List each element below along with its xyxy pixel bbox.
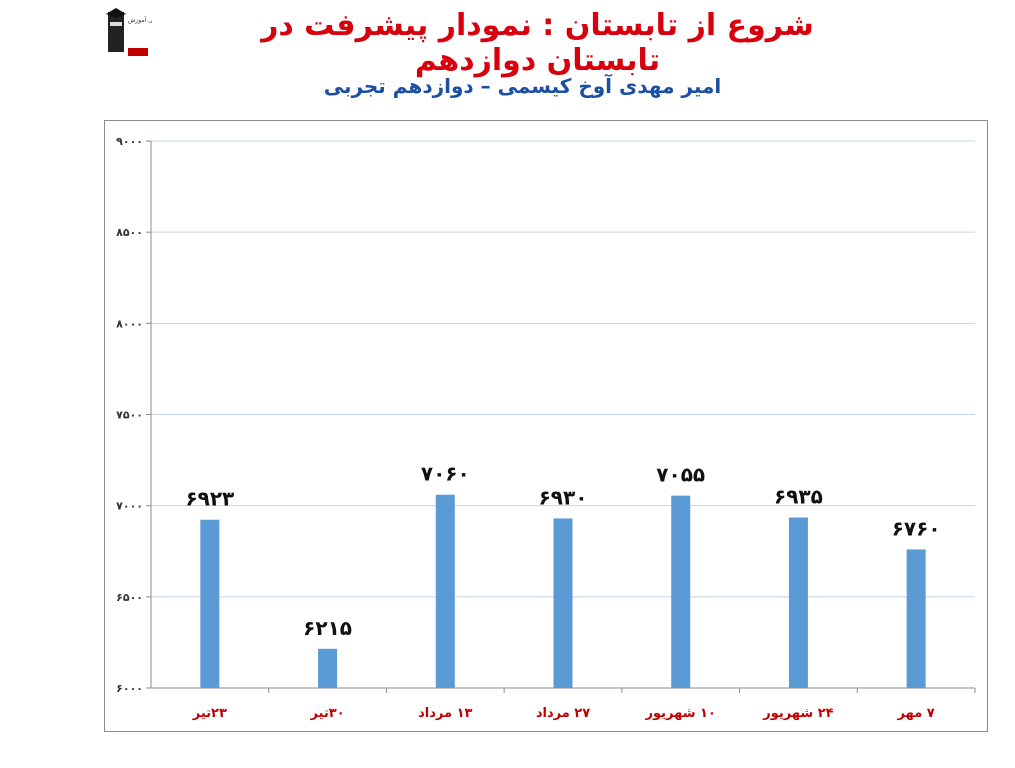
y-tick-label: ۶۵۰۰ — [116, 591, 143, 604]
category-label: ۷ مهر — [897, 706, 935, 721]
bar — [318, 648, 338, 688]
category-label: ۱۳ مرداد — [418, 706, 472, 721]
chart-frame: ۶۰۰۰ ۶۵۰۰ ۷۰۰۰ ۷۵۰۰ ۸۰۰۰ ۸۵۰۰ ۹۰۰۰ ۶۹۲۳ ۶۲۱۵ ۷۰۶… — [104, 120, 988, 732]
page-title: شروع از تابستان : نمودار پیشرفت در تابست… — [261, 8, 814, 78]
category-labels: ۲۳تیر ۳۰تیر ۱۳ مرداد ۲۷ مرداد ۱۰ شهریور ۲۴ شه… — [192, 688, 976, 721]
y-tick-label: ۸۵۰۰ — [116, 226, 143, 239]
logo-text: کانون فرهنگی آموزش — [128, 15, 152, 24]
category-label: ۲۳تیر — [192, 706, 227, 721]
y-tick-label: ۷۰۰۰ — [116, 500, 143, 513]
bar — [906, 549, 926, 688]
bar — [671, 495, 691, 688]
bar-value-label: ۶۲۱۵ — [303, 616, 352, 640]
bar — [788, 517, 808, 688]
bar-value-label: ۷۰۵۵ — [656, 463, 705, 487]
category-label: ۳۰تیر — [309, 706, 344, 721]
bar — [435, 494, 455, 688]
bar-chart: ۶۰۰۰ ۶۵۰۰ ۷۰۰۰ ۷۵۰۰ ۸۰۰۰ ۸۵۰۰ ۹۰۰۰ ۶۹۲۳ ۶۲۱۵ ۷۰۶… — [116, 135, 976, 721]
bar-value-label: ۶۹۳۵ — [774, 485, 823, 509]
y-tick-label: ۸۰۰۰ — [116, 317, 143, 330]
bars — [200, 494, 926, 688]
y-tick-label: ۹۰۰۰ — [116, 135, 143, 148]
value-labels: ۶۹۲۳ ۶۲۱۵ ۷۰۶۰ ۶۹۳۰ ۷۰۵۵ ۶۹۳۵ ۶۷۶۰ — [185, 462, 940, 640]
y-axis-ticks: ۶۰۰۰ ۶۵۰۰ ۷۰۰۰ ۷۵۰۰ ۸۰۰۰ ۸۵۰۰ ۹۰۰۰ — [116, 135, 151, 695]
bar-value-label: ۶۹۳۰ — [539, 485, 588, 509]
category-label: ۱۰ شهریور — [645, 706, 716, 721]
bar-value-label: ۷۰۶۰ — [421, 462, 470, 486]
y-tick-label: ۷۵۰۰ — [116, 409, 143, 422]
category-label: ۲۷ مرداد — [536, 706, 590, 721]
bar — [200, 519, 220, 688]
page-subtitle: امیر مهدی آوخ کیسمی – دوازدهم تجربی — [323, 74, 722, 98]
logo: کانون فرهنگی آموزش — [106, 8, 152, 56]
bar-value-label: ۶۷۶۰ — [892, 516, 941, 540]
bar-value-label: ۶۹۲۳ — [185, 487, 234, 511]
category-label: ۲۴ شهریور — [762, 706, 833, 721]
bar — [553, 518, 573, 688]
y-tick-label: ۶۰۰۰ — [116, 682, 143, 695]
